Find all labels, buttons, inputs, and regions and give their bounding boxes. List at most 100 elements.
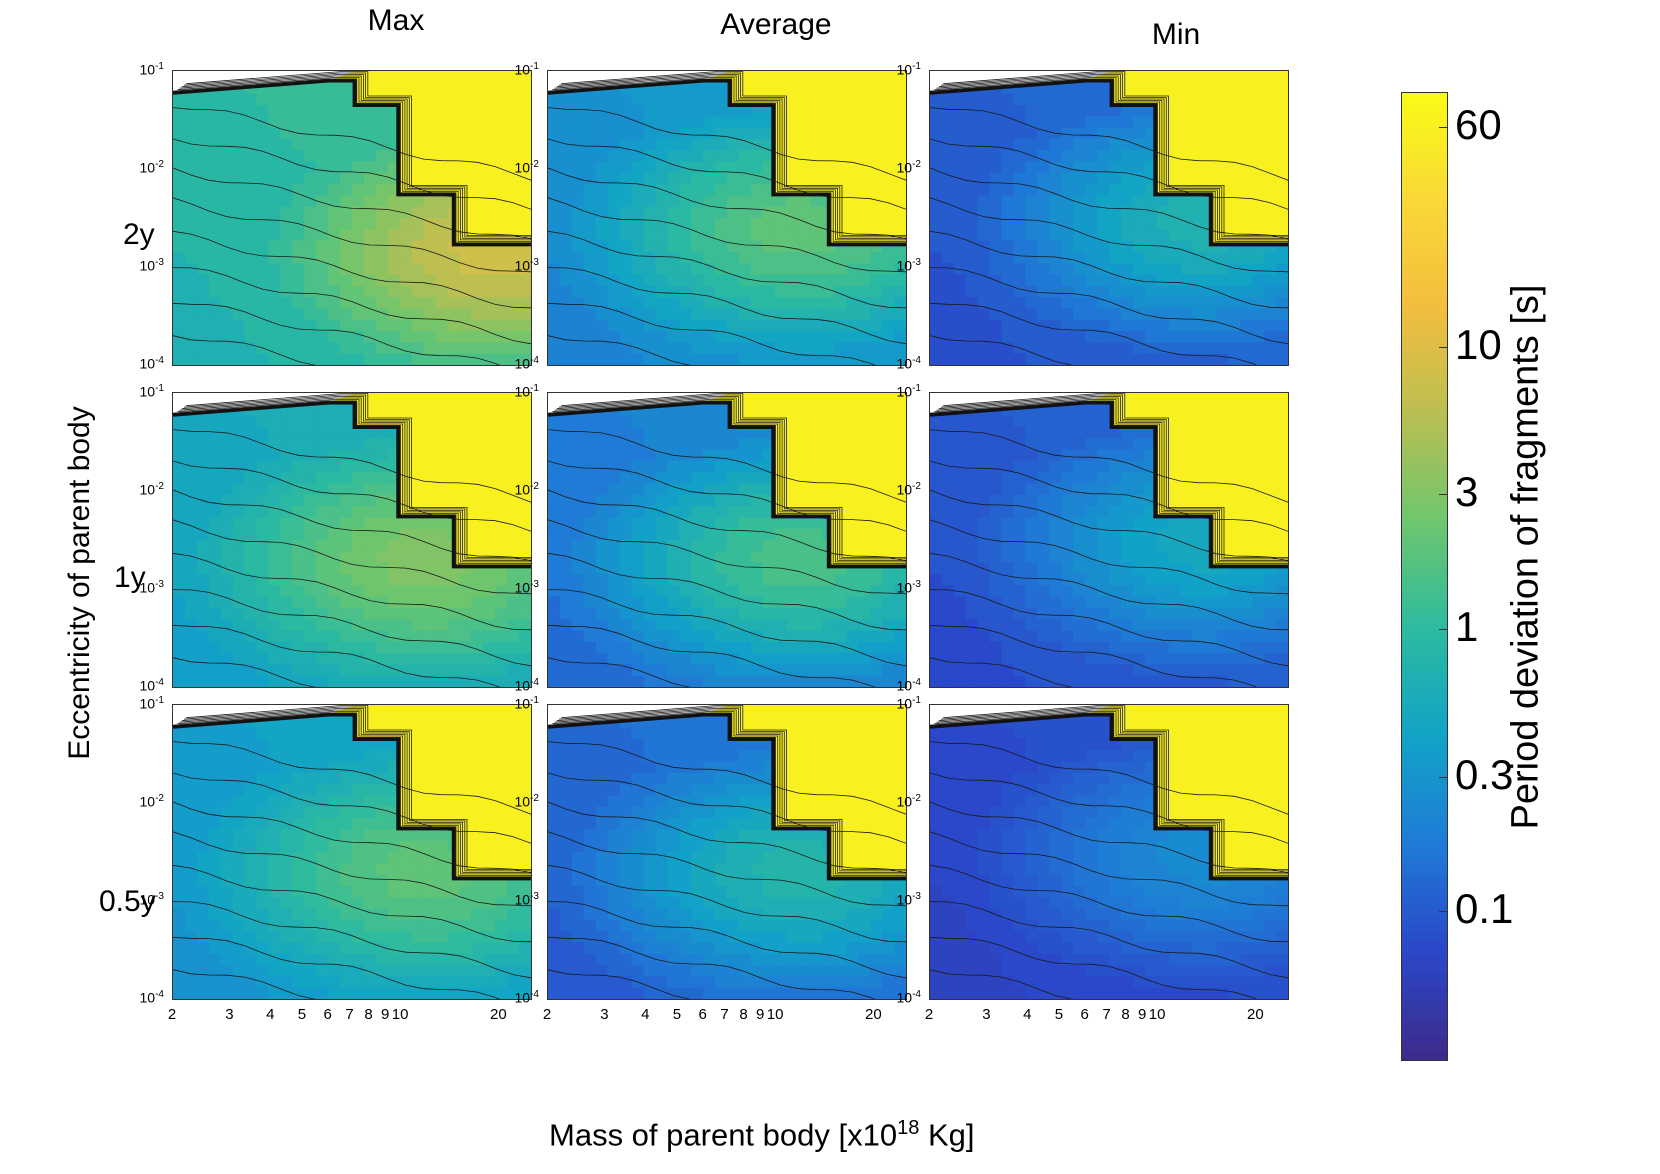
contour-cell [268, 653, 281, 665]
contour-cell [1156, 263, 1170, 276]
contour-cell [774, 240, 788, 253]
contour-cell [583, 274, 597, 287]
contour-cell [1120, 308, 1134, 321]
contour-cell [774, 297, 788, 310]
contour-cell [1025, 528, 1038, 541]
contour-cell [220, 818, 234, 830]
y-tick-base: 10 [139, 677, 156, 694]
contour-cell [1228, 653, 1241, 665]
y-tick-label: 10-4 [104, 355, 164, 372]
contour-cell [280, 319, 293, 332]
contour-cell [1144, 138, 1158, 151]
contour-cell [595, 229, 609, 242]
contour-line [548, 107, 906, 181]
contour-cell [1204, 562, 1217, 575]
contour-cell [1025, 460, 1038, 473]
contour-cell [1025, 675, 1038, 687]
contour-cell [715, 229, 728, 242]
contour-cell [363, 319, 377, 332]
contour-cell [220, 852, 234, 864]
contour-cell [655, 274, 668, 287]
contour-cell [1073, 161, 1086, 174]
contour-line [930, 167, 1288, 240]
contour-cell [583, 172, 597, 185]
contour-cell [834, 664, 847, 677]
contour-cell [548, 472, 561, 485]
contour-cell [292, 438, 305, 451]
contour-cell [822, 251, 835, 264]
contour-cell [1049, 585, 1062, 598]
contour-line [930, 335, 1073, 365]
contour-cell [1264, 331, 1277, 343]
contour-cell [738, 551, 752, 564]
contour-cell [894, 641, 906, 654]
contour-cell [655, 116, 668, 129]
contour-cell [691, 172, 704, 185]
contour-line [930, 302, 1258, 365]
contour-cell [595, 630, 609, 643]
contour-cell [774, 664, 788, 677]
contour-cell [1073, 218, 1086, 230]
contour-cell [727, 460, 740, 473]
contour-cell [280, 138, 293, 151]
contour-cell [280, 472, 293, 485]
contour-cell [1240, 331, 1253, 343]
contour-cell [703, 319, 716, 332]
contour-cell [738, 342, 752, 355]
contour-cell [292, 206, 305, 219]
contour-cell [1049, 104, 1062, 117]
contour-cell [846, 285, 859, 298]
contour-cell [810, 585, 824, 598]
contour-cell [1132, 426, 1146, 439]
contour-cell [328, 93, 341, 106]
contour-cell [340, 438, 353, 451]
contour-cell [232, 263, 246, 276]
contour-cell [1276, 664, 1288, 677]
contour-cell [471, 630, 484, 643]
contour-cell [643, 104, 656, 117]
contour-cell [1001, 138, 1015, 151]
contour-cell [1073, 184, 1086, 196]
contour-cell [184, 784, 198, 797]
contour-cell [989, 263, 1003, 276]
contour-cell [679, 472, 692, 485]
contour-cell [977, 342, 991, 355]
contour-cell [1144, 675, 1158, 687]
contour-cell [930, 426, 943, 439]
contour-cell [280, 308, 293, 321]
contour-cell [208, 506, 222, 518]
contour-cell [1025, 415, 1038, 428]
y-tick-base: 10 [896, 481, 913, 498]
contour-cell [292, 251, 305, 264]
contour-cell [208, 772, 222, 785]
contour-cell [1037, 460, 1050, 473]
contour-cell [435, 206, 449, 219]
contour-cell [208, 953, 222, 966]
contour-cell [774, 229, 788, 242]
contour-cell [184, 931, 198, 944]
contour-cell [870, 664, 883, 677]
contour-cell [435, 251, 449, 264]
contour-cell [280, 342, 293, 355]
contour-cell [679, 353, 692, 365]
contour-cell [941, 585, 955, 598]
contour-cell [316, 653, 329, 665]
contour-cell [667, 472, 680, 485]
contour-cell [703, 184, 716, 196]
contour-cell [256, 404, 270, 417]
contour-cell [667, 274, 680, 287]
contour-cell [1240, 630, 1253, 643]
contour-cell [1228, 240, 1241, 253]
contour-cell [196, 664, 210, 677]
contour-cell [750, 494, 764, 507]
contour-cell [471, 353, 484, 365]
contour-cell [786, 675, 800, 687]
contour-cell [256, 607, 270, 620]
contour-cell [882, 342, 895, 355]
contour-cell [846, 308, 859, 321]
contour-cell [184, 517, 198, 530]
contour-cell [1168, 573, 1182, 586]
contour-cell [774, 573, 788, 586]
contour-cell [292, 619, 305, 632]
contour-cell [244, 596, 258, 609]
